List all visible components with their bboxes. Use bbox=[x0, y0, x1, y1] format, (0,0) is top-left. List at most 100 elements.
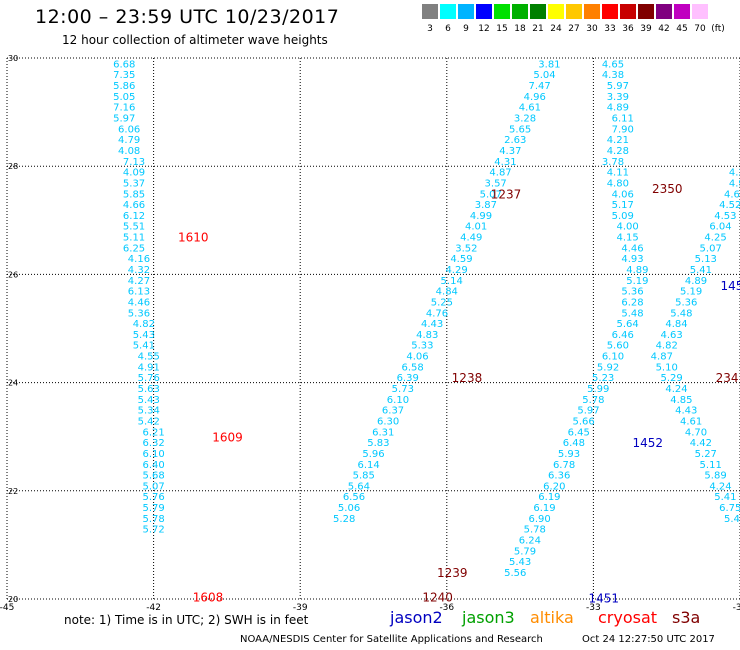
y-tick-label: 22 bbox=[8, 487, 18, 496]
wave-height-value: 5.85 bbox=[123, 189, 145, 200]
pass-time-label: 1239 bbox=[437, 566, 468, 580]
wave-height-value: 3.81 bbox=[538, 59, 560, 70]
wave-height-value: 4.43 bbox=[675, 406, 697, 417]
wave-height-value: 4.80 bbox=[607, 178, 629, 189]
scale-swatch bbox=[566, 4, 582, 19]
wave-height-value: 6.20 bbox=[543, 481, 565, 492]
wave-height-value: 5.28 bbox=[333, 514, 355, 525]
wave-height-value: 4.42 bbox=[690, 438, 712, 449]
scale-label: 45 bbox=[676, 24, 688, 34]
wave-height-value: 4.85 bbox=[670, 395, 692, 406]
scale-label: 6 bbox=[445, 24, 451, 34]
wave-height-value: 5.36 bbox=[128, 308, 150, 319]
wave-height-value: 5.13 bbox=[695, 254, 717, 265]
wave-height-value: 5.41 bbox=[133, 341, 155, 352]
wave-height-value: 5.41 bbox=[714, 492, 736, 503]
wave-height-value: 5.65 bbox=[509, 124, 531, 135]
wave-height-value: 5.04 bbox=[533, 70, 555, 81]
wave-height-value: 5.42 bbox=[138, 416, 160, 427]
wave-height-value: 4.21 bbox=[607, 135, 629, 146]
y-tick-label: 30 bbox=[8, 54, 18, 63]
wave-height-value: 6.11 bbox=[612, 114, 634, 125]
scale-label: 18 bbox=[514, 24, 526, 34]
generated-timestamp: Oct 24 12:27:50 UTC 2017 bbox=[582, 634, 715, 645]
wave-height-value: 5.48 bbox=[621, 308, 643, 319]
scale-label: 12 bbox=[478, 24, 490, 34]
scale-swatch bbox=[440, 4, 456, 19]
wave-height-value: 5.06 bbox=[338, 503, 360, 514]
wave-height-value: 5.92 bbox=[597, 362, 619, 373]
wave-height-value: 3.52 bbox=[455, 243, 477, 254]
wave-height-value: 5.19 bbox=[680, 287, 702, 298]
wave-height-value: 4.87 bbox=[651, 352, 673, 363]
wave-height-value: 4.01 bbox=[465, 222, 487, 233]
wave-height-value: 4.06 bbox=[406, 352, 428, 363]
pass-time-label: 1609 bbox=[212, 431, 243, 445]
scale-swatch bbox=[638, 4, 654, 19]
wave-height-value: 4.29 bbox=[445, 265, 467, 276]
wave-height-value: 4.46 bbox=[128, 297, 150, 308]
x-tick-label: -36 bbox=[439, 603, 454, 613]
wave-height-value: 5.96 bbox=[362, 449, 384, 460]
wave-height-value: 5.43 bbox=[133, 330, 155, 341]
wave-height-value: 6.10 bbox=[387, 395, 409, 406]
wave-height-value: 5.43 bbox=[724, 514, 740, 525]
wave-height-value: 6.21 bbox=[142, 427, 164, 438]
wave-height-value: 5.72 bbox=[142, 525, 164, 536]
wave-height-value: 4.84 bbox=[436, 287, 458, 298]
wave-height-value: 4.32 bbox=[128, 265, 150, 276]
scale-swatch bbox=[512, 4, 528, 19]
wave-height-value: 5.85 bbox=[353, 471, 375, 482]
wave-height-value: 6.46 bbox=[612, 330, 634, 341]
wave-height-value: 5.76 bbox=[138, 373, 160, 384]
wave-height-value: 6.40 bbox=[142, 460, 164, 471]
wave-height-value: 4.82 bbox=[656, 341, 678, 352]
wave-height-value: 5.33 bbox=[411, 341, 433, 352]
wave-height-value: 4.89 bbox=[626, 265, 648, 276]
legend-jason2: jason2 bbox=[390, 608, 443, 627]
wave-height-value: 6.28 bbox=[621, 297, 643, 308]
wave-height-value: 6.78 bbox=[553, 460, 575, 471]
map-title: 12:00 – 23:59 UTC 10/23/2017 bbox=[35, 6, 340, 28]
wave-height-value: 4.06 bbox=[612, 189, 634, 200]
scale-swatch bbox=[692, 4, 708, 19]
wave-height-value: 5.64 bbox=[616, 319, 638, 330]
wave-height-value: 6.13 bbox=[128, 287, 150, 298]
wave-height-value: 5.07 bbox=[142, 481, 164, 492]
wave-height-value: 5.97 bbox=[577, 406, 599, 417]
wave-height-value: 3.78 bbox=[602, 157, 624, 168]
wave-height-value: 6.56 bbox=[343, 492, 365, 503]
wave-height-value: 4.89 bbox=[685, 276, 707, 287]
wave-height-value: 4.65 bbox=[602, 59, 624, 70]
wave-height-value: 6.14 bbox=[357, 460, 379, 471]
wave-height-value: 4.11 bbox=[607, 168, 629, 179]
wave-height-value: 5.60 bbox=[607, 341, 629, 352]
wave-height-value: 7.13 bbox=[123, 157, 145, 168]
scale-label: 33 bbox=[604, 24, 616, 34]
units-note: note: 1) Time is in UTC; 2) SWH is in fe… bbox=[64, 613, 309, 627]
wave-height-value: 5.76 bbox=[142, 492, 164, 503]
wave-height-value: 4.38 bbox=[602, 70, 624, 81]
scale-swatch bbox=[458, 4, 474, 19]
wave-height-value: 4.82 bbox=[133, 319, 155, 330]
wave-height-value: 5.23 bbox=[592, 373, 614, 384]
wave-height-value: 4.76 bbox=[426, 308, 448, 319]
scale-swatch bbox=[530, 4, 546, 19]
wave-height-value: 4.27 bbox=[128, 276, 150, 287]
wave-height-value: 4.43 bbox=[421, 319, 443, 330]
pass-time-label: 1451 bbox=[589, 591, 620, 605]
wave-height-value: 3.28 bbox=[514, 114, 536, 125]
wave-height-value: 5.34 bbox=[138, 406, 160, 417]
wave-height-value: 5.37 bbox=[123, 178, 145, 189]
wave-height-value: 3.57 bbox=[485, 178, 507, 189]
wave-height-value: 4.24 bbox=[709, 481, 731, 492]
x-tick-label: -39 bbox=[293, 603, 308, 613]
wave-height-value: 4.66 bbox=[123, 200, 145, 211]
wave-height-value: 7.90 bbox=[612, 124, 634, 135]
wave-height-value: 4.59 bbox=[450, 254, 472, 265]
wave-height-value: 6.39 bbox=[397, 373, 419, 384]
wave-height-value: 5.64 bbox=[348, 481, 370, 492]
wave-height-value: 4.83 bbox=[416, 330, 438, 341]
pass-time-label: 1610 bbox=[178, 231, 209, 245]
